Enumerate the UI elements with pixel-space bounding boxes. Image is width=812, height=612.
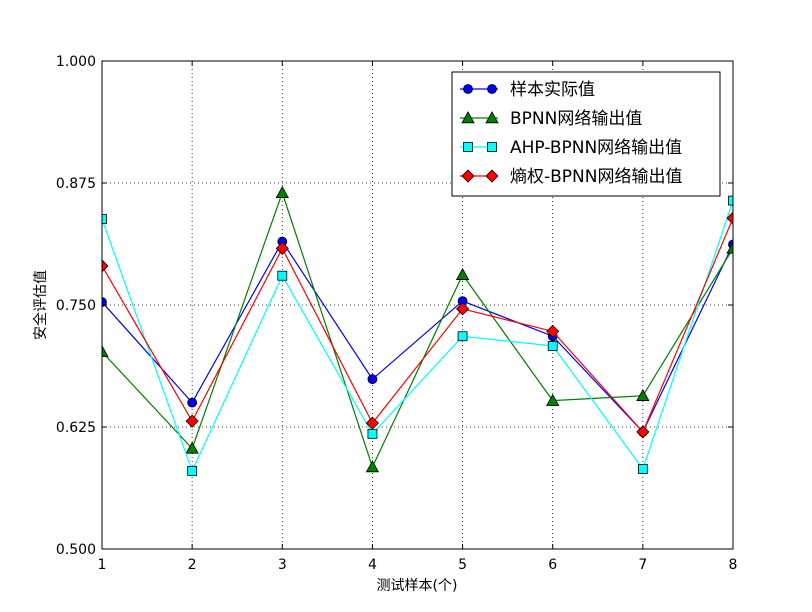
series-line [102,200,733,473]
legend-marker [461,111,475,124]
series-2 [102,185,733,473]
series-3 [102,195,733,476]
data-point [637,464,648,474]
data-point [456,302,470,316]
legend-label: 样本实际值 [510,80,595,100]
data-point [455,267,470,280]
x-tick-label: 6 [548,557,557,573]
legend-label: BPNN网络输出值 [510,109,642,129]
data-point [457,331,468,342]
data-point [546,324,560,338]
x-tick-label: 3 [278,557,287,573]
x-tick-label: 5 [458,557,467,573]
series-line [102,217,733,433]
data-point [187,397,198,408]
x-tick-label: 8 [729,557,738,573]
legend-marker [463,84,473,94]
legend-entry: BPNN网络输出值 [460,109,642,129]
data-point [185,414,199,428]
legend-marker [487,142,497,152]
data-point [185,441,199,454]
data-point [102,345,109,358]
data-point [636,388,650,401]
legend-marker [485,169,499,183]
y-tick-label: 0.875 [56,176,96,192]
axis-ticks: 1 2 3 4 5 6 7 8 0.500 0.625 0.750 0.875 1.000 [56,54,738,573]
x-tick-label: 2 [188,557,197,573]
data-point [102,214,107,225]
data-point [367,374,378,385]
x-tick-label: 4 [368,557,377,573]
data-point [365,416,379,430]
legend-marker [461,169,475,183]
series-4 [102,211,733,439]
data-point [728,195,733,206]
data-point [102,297,107,307]
data-point [187,466,198,476]
legend-marker [463,142,473,152]
x-axis-label: 测试样本(个) [377,578,458,594]
data-point [275,241,289,255]
y-axis-label: 安全评估值 [32,270,49,340]
series-line [102,190,733,469]
data-point [547,341,558,351]
data-point [365,460,380,473]
data-point [726,211,733,225]
y-tick-label: 0.750 [56,298,96,314]
data-point [726,241,733,254]
x-tick-label: 7 [638,557,647,573]
data-point [277,270,288,281]
x-tick-label: 1 [98,557,107,573]
data-point [546,393,560,406]
data-point [102,259,109,273]
y-tick-label: 0.500 [56,542,96,558]
legend-entry: 熵权-BPNN网络输出值 [460,167,682,187]
legend-marker [487,84,497,94]
legend-entry: 样本实际值 [460,80,595,100]
data-point [275,185,289,198]
data-point [636,425,650,439]
series-layer [102,185,733,476]
y-tick-label: 0.625 [56,420,96,436]
legend-marker [485,111,499,124]
data-point [367,428,378,439]
y-tick-label: 1.000 [56,54,96,70]
legend-label: AHP-BPNN网络输出值 [510,138,682,158]
legend-label: 熵权-BPNN网络输出值 [510,167,682,187]
legend-entry: AHP-BPNN网络输出值 [460,138,682,158]
